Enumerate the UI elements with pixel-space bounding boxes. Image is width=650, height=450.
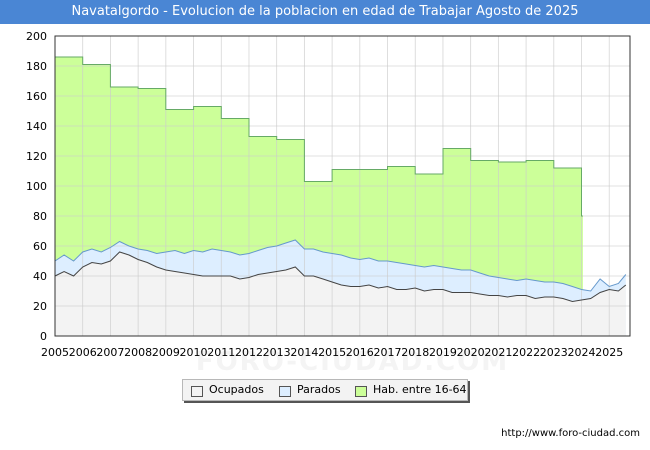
y-tick-label-120: 120 — [26, 150, 47, 163]
legend: Ocupados Parados Hab. entre 16-64 — [182, 379, 468, 401]
area-ocupados — [55, 252, 626, 336]
source-link[interactable]: http://www.foro-ciudad.com — [501, 428, 640, 439]
line-ocupados — [54, 251, 627, 303]
x-tick-label-2011: 2011 — [207, 346, 235, 359]
x-tick-label-2016: 2016 — [346, 346, 374, 359]
x-tick-label-2021: 2021 — [484, 346, 512, 359]
legend-swatch-habitantes — [355, 386, 367, 397]
x-tick-label-2018: 2018 — [401, 346, 429, 359]
y-tick-label-40: 40 — [33, 270, 47, 283]
chart-title: Navatalgordo - Evolucion de la poblacion… — [71, 4, 579, 19]
title-bar — [0, 0, 650, 24]
y-tick-label-20: 20 — [33, 300, 47, 313]
x-tick-label-2020: 2020 — [457, 346, 485, 359]
x-tick-label-2025: 2025 — [595, 346, 623, 359]
x-tick-label-2009: 2009 — [152, 346, 180, 359]
x-tick-label-2010: 2010 — [180, 346, 208, 359]
x-tick-label-2022: 2022 — [512, 346, 540, 359]
legend-label-parados: Parados — [297, 383, 341, 396]
x-tick-label-2006: 2006 — [69, 346, 97, 359]
line-hab-entre-16-64 — [55, 56, 583, 217]
x-tick-label-2015: 2015 — [318, 346, 346, 359]
x-tick-label-2023: 2023 — [540, 346, 568, 359]
legend-label-habitantes: Hab. entre 16-64 — [373, 383, 467, 396]
x-tick-label-2013: 2013 — [263, 346, 291, 359]
x-tick-label-2005: 2005 — [41, 346, 69, 359]
y-tick-label-140: 140 — [26, 120, 47, 133]
x-tick-label-2019: 2019 — [429, 346, 457, 359]
x-tick-label-2024: 2024 — [568, 346, 596, 359]
y-tick-label-160: 160 — [26, 90, 47, 103]
legend-label-ocupados: Ocupados — [209, 383, 264, 396]
y-tick-label-60: 60 — [33, 240, 47, 253]
x-tick-label-2007: 2007 — [96, 346, 124, 359]
y-tick-label-80: 80 — [33, 210, 47, 223]
line-parados — [54, 239, 627, 292]
x-tick-label-2008: 2008 — [124, 346, 152, 359]
x-tick-label-2012: 2012 — [235, 346, 263, 359]
legend-swatch-ocupados — [191, 386, 203, 397]
y-tick-label-0: 0 — [40, 330, 47, 343]
y-tick-label-180: 180 — [26, 60, 47, 73]
plot-border — [54, 35, 631, 337]
x-tick-label-2014: 2014 — [290, 346, 318, 359]
y-tick-label-100: 100 — [26, 180, 47, 193]
legend-swatch-parados — [279, 386, 291, 397]
x-tick-label-2017: 2017 — [374, 346, 402, 359]
y-tick-label-200: 200 — [26, 30, 47, 43]
watermark: FORO-CIUDAD.COM — [196, 347, 509, 377]
